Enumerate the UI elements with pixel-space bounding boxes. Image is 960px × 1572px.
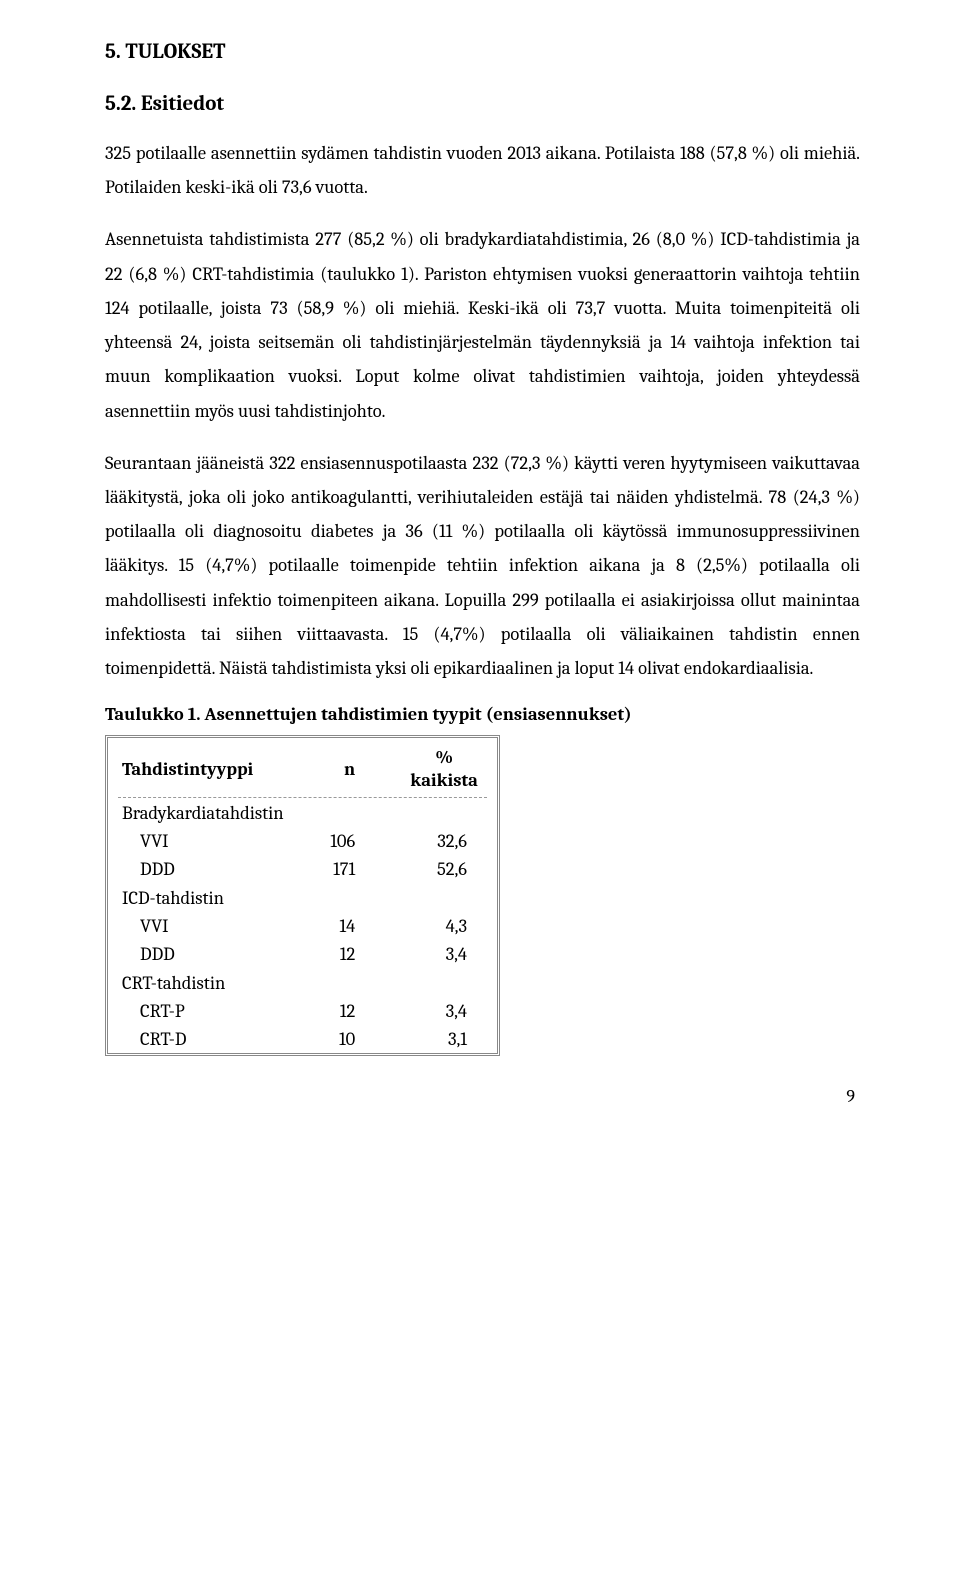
row-label: CRT-D [108,1025,299,1053]
group-label: ICD-tahdistin [108,883,497,912]
paragraph-1: 325 potilaalle asennettiin sydämen tahdi… [105,136,860,204]
group-label: CRT-tahdistin [108,968,497,997]
col-header-pct-line2: kaikista [410,769,478,791]
table-header-row: Tahdistintyyppi n % kaikista [108,738,497,796]
table-row: DDD 12 3,4 [108,940,497,968]
heading-tulokset: 5. TULOKSET [105,40,860,64]
row-n: 12 [299,940,385,968]
heading-esitiedot: 5.2. Esitiedot [105,92,860,116]
row-label: DDD [108,855,299,883]
row-n: 171 [299,855,385,883]
table-wrapper: Tahdistintyyppi n % kaikista Bradykardia… [105,735,500,1055]
page-container: 5. TULOKSET 5.2. Esitiedot 325 potilaall… [0,0,960,1147]
table-row: CRT-D 10 3,1 [108,1025,497,1053]
row-label: VVI [108,912,299,940]
col-header-pct-line1: % [435,746,453,768]
col-header-type: Tahdistintyyppi [108,738,299,796]
table-row: VVI 106 32,6 [108,827,497,855]
group-label: Bradykardiatahdistin [108,798,497,827]
table-group-brady: Bradykardiatahdistin [108,798,497,827]
row-pct: 3,1 [385,1025,497,1053]
row-label: VVI [108,827,299,855]
row-pct: 32,6 [385,827,497,855]
row-label: DDD [108,940,299,968]
row-n: 12 [299,997,385,1025]
row-n: 106 [299,827,385,855]
table-group-icd: ICD-tahdistin [108,883,497,912]
table-row: VVI 14 4,3 [108,912,497,940]
table-row: DDD 171 52,6 [108,855,497,883]
table-title: Taulukko 1. Asennettujen tahdistimien ty… [105,703,860,725]
row-n: 10 [299,1025,385,1053]
row-pct: 4,3 [385,912,497,940]
row-pct: 52,6 [385,855,497,883]
table-row: CRT-P 12 3,4 [108,997,497,1025]
col-header-n: n [299,738,385,796]
paragraph-2: Asennetuista tahdistimista 277 (85,2 %) … [105,222,860,427]
row-n: 14 [299,912,385,940]
pacemaker-type-table: Tahdistintyyppi n % kaikista Bradykardia… [108,738,497,1052]
row-pct: 3,4 [385,997,497,1025]
row-label: CRT-P [108,997,299,1025]
row-pct: 3,4 [385,940,497,968]
table-group-crt: CRT-tahdistin [108,968,497,997]
paragraph-3: Seurantaan jääneistä 322 ensiasennuspoti… [105,446,860,686]
page-number: 9 [105,1086,860,1107]
col-header-pct: % kaikista [385,738,497,796]
